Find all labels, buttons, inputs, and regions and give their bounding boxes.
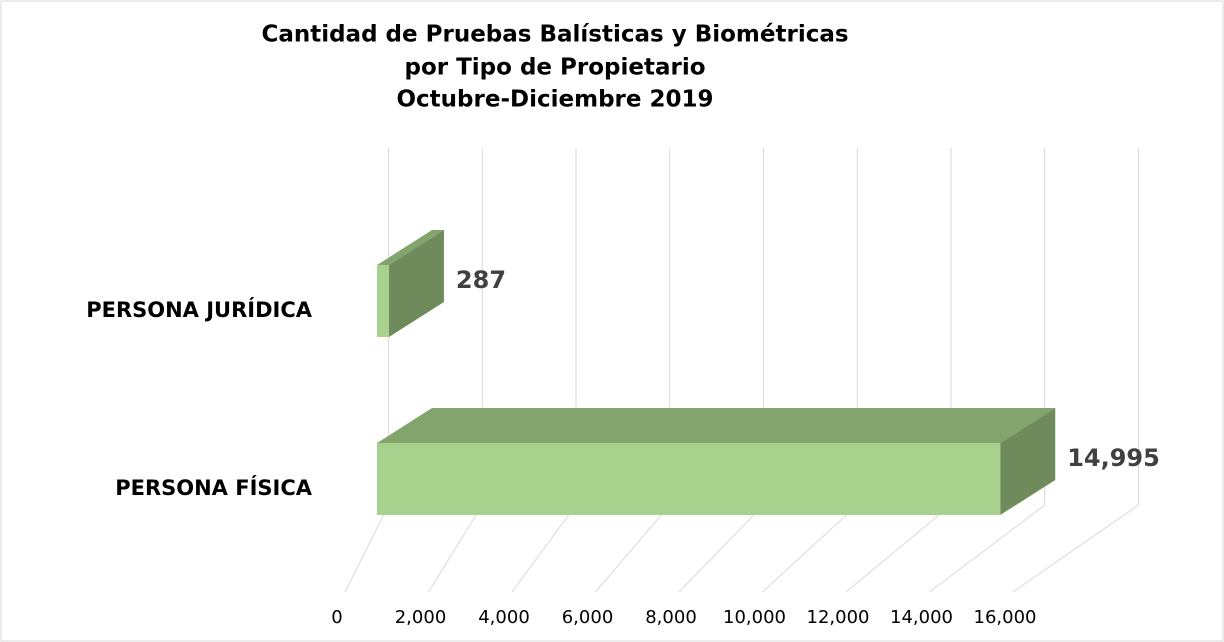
bar-side — [1000, 408, 1056, 515]
chart-title: Cantidad de Pruebas Balísticas y Biométr… — [261, 22, 848, 48]
x-tick-label: 14,000 — [890, 607, 953, 628]
bar — [377, 443, 1001, 515]
x-tick-label: 10,000 — [723, 607, 786, 628]
x-tick-label: 4,000 — [478, 607, 530, 628]
grid-line — [929, 504, 1046, 593]
value-label: 14,995 — [1067, 444, 1160, 472]
chart-title: por Tipo de Propietario — [404, 55, 705, 81]
grid-line — [845, 504, 952, 593]
x-tick-label: 8,000 — [645, 607, 697, 628]
grid-line — [762, 504, 858, 593]
x-tick-label: 0 — [331, 607, 342, 628]
grid-line — [678, 504, 764, 593]
x-tick-label: 2,000 — [395, 607, 447, 628]
value-label: 287 — [456, 266, 506, 294]
grid-line — [344, 504, 389, 593]
grid-line — [511, 504, 577, 593]
category-label: PERSONA FÍSICA — [115, 475, 313, 500]
x-tick-label: 6,000 — [562, 607, 614, 628]
grid-line — [428, 504, 483, 593]
grid-line — [1012, 504, 1139, 593]
bar-top — [377, 408, 1056, 443]
bar — [377, 265, 389, 337]
grid-line — [595, 504, 671, 593]
bar-side — [388, 230, 444, 337]
x-tick-label: 12,000 — [807, 607, 870, 628]
x-tick-label: 16,000 — [974, 607, 1037, 628]
bar-top — [377, 230, 444, 265]
category-label: PERSONA JURÍDICA — [86, 297, 313, 322]
chart-title: Octubre-Diciembre 2019 — [397, 87, 714, 113]
